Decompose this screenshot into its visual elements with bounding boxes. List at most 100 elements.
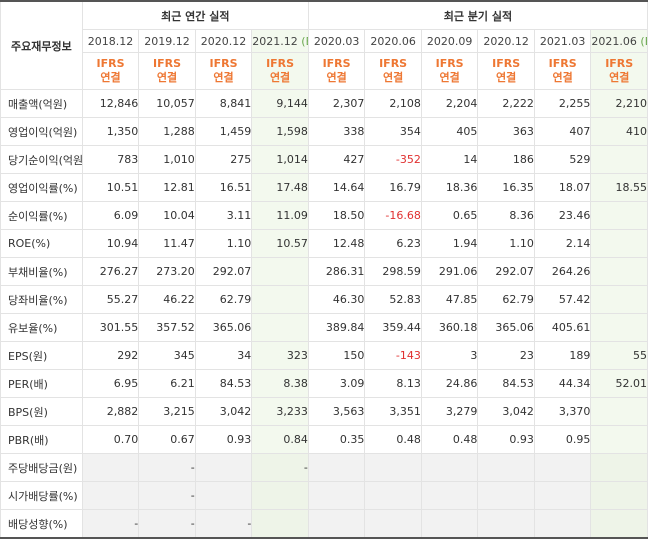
ifrs-badge: IFRS 연결 xyxy=(307,52,366,90)
value-cell: 2,108 xyxy=(364,89,422,118)
value-cell: 189 xyxy=(533,341,592,370)
value-cell: 52.01 xyxy=(590,369,648,398)
value-cell: 427 xyxy=(307,145,366,174)
quarter-group-header: 최근 분기 실적 xyxy=(307,0,648,30)
value-cell: 3,279 xyxy=(420,397,479,426)
value-cell: 3.09 xyxy=(307,369,366,398)
corner-label: 주요재무정보 xyxy=(0,0,83,90)
ifrs-label: IFRS xyxy=(605,57,634,70)
row-label: 주당배당금(원) xyxy=(0,453,83,482)
period-header: 2020.12 xyxy=(477,29,535,53)
value-cell: 1,459 xyxy=(194,117,253,146)
value-cell: 46.30 xyxy=(307,285,366,314)
value-cell: 6.09 xyxy=(81,201,140,230)
value-cell: 52.83 xyxy=(364,285,422,314)
value-cell: 12.48 xyxy=(307,229,366,258)
ifrs-badge: IFRS 연결 xyxy=(364,52,422,90)
value-cell: 84.53 xyxy=(194,369,253,398)
value-cell: - xyxy=(81,509,140,539)
value-cell xyxy=(590,509,648,539)
value-cell: 275 xyxy=(194,145,253,174)
value-cell: 55 xyxy=(590,341,648,370)
value-cell: 10.57 xyxy=(251,229,309,258)
row-label: 시가배당률(%) xyxy=(0,481,83,510)
value-cell xyxy=(590,397,648,426)
value-cell: 18.07 xyxy=(533,173,592,202)
period-header: 2018.12 xyxy=(81,29,140,53)
value-cell: 0.93 xyxy=(477,425,535,454)
row-label: 영업이익률(%) xyxy=(0,173,83,202)
estimate-mark: (E) xyxy=(301,34,307,48)
value-cell: 34 xyxy=(194,341,253,370)
value-cell: 354 xyxy=(364,117,422,146)
value-cell: 0.65 xyxy=(420,201,479,230)
value-cell: 2,222 xyxy=(477,89,535,118)
value-cell xyxy=(251,285,309,314)
value-cell: 359.44 xyxy=(364,313,422,342)
value-cell: 273.20 xyxy=(138,257,196,286)
value-cell xyxy=(194,481,253,510)
consolidated-label: 연결 xyxy=(326,71,347,84)
value-cell: 0.70 xyxy=(81,425,140,454)
value-cell: - xyxy=(138,481,196,510)
value-cell: 62.79 xyxy=(194,285,253,314)
value-cell: 0.84 xyxy=(251,425,309,454)
consolidated-label: 연결 xyxy=(552,71,573,84)
value-cell xyxy=(251,313,309,342)
value-cell: 10.51 xyxy=(81,173,140,202)
value-cell: 0.95 xyxy=(533,425,592,454)
row-label: 순이익률(%) xyxy=(0,201,83,230)
value-cell: 407 xyxy=(533,117,592,146)
value-cell: 2,204 xyxy=(420,89,479,118)
period-header: 2020.12 xyxy=(194,29,253,53)
period-label: 2021.06 xyxy=(591,34,637,48)
ifrs-badge: IFRS 연결 xyxy=(194,52,253,90)
value-cell: 23 xyxy=(477,341,535,370)
value-cell xyxy=(364,509,422,539)
row-label: 매출액(억원) xyxy=(0,89,83,118)
value-cell: 345 xyxy=(138,341,196,370)
period-header: 2021.03 xyxy=(533,29,592,53)
value-cell: -16.68 xyxy=(364,201,422,230)
value-cell xyxy=(307,509,366,539)
table-row: 영업이익(억원) 1,350 1,288 1,459 1,598 338 354 405 363… xyxy=(0,117,648,146)
value-cell: 1.94 xyxy=(420,229,479,258)
value-cell: 8.36 xyxy=(477,201,535,230)
value-cell: 23.46 xyxy=(533,201,592,230)
value-cell: 338 xyxy=(307,117,366,146)
value-cell xyxy=(590,229,648,258)
value-cell: 3,215 xyxy=(138,397,196,426)
value-cell: 292.07 xyxy=(477,257,535,286)
value-cell xyxy=(420,481,479,510)
value-cell: 10.04 xyxy=(138,201,196,230)
value-cell xyxy=(81,453,140,482)
value-cell xyxy=(364,453,422,482)
consolidated-label: 연결 xyxy=(269,71,291,84)
value-cell xyxy=(533,481,592,510)
consolidated-label: 연결 xyxy=(382,71,404,84)
value-cell: -143 xyxy=(364,341,422,370)
value-cell xyxy=(477,481,535,510)
value-cell: 0.48 xyxy=(364,425,422,454)
ifrs-label: IFRS xyxy=(96,57,125,70)
value-cell xyxy=(364,481,422,510)
value-cell: - xyxy=(138,453,196,482)
value-cell: 16.51 xyxy=(194,173,253,202)
table-row: 시가배당률(%) - xyxy=(0,481,648,510)
value-cell: 6.95 xyxy=(81,369,140,398)
value-cell: 8.13 xyxy=(364,369,422,398)
value-cell xyxy=(533,509,592,539)
period-header: 2021.12 (E) xyxy=(251,29,309,53)
ifrs-badge: IFRS 연결 xyxy=(251,52,309,90)
table-row: 부채비율(%) 276.27 273.20 292.07 286.31 298.59 291… xyxy=(0,257,648,286)
table-row: 매출액(억원) 12,846 10,057 8,841 9,144 2,307 2,108 2… xyxy=(0,89,648,118)
value-cell: 360.18 xyxy=(420,313,479,342)
value-cell: 0.67 xyxy=(138,425,196,454)
value-cell xyxy=(590,425,648,454)
value-cell xyxy=(477,509,535,539)
consolidated-label: 연결 xyxy=(156,71,178,84)
value-cell xyxy=(590,453,648,482)
row-label: 당기순이익(억원) xyxy=(0,145,83,174)
value-cell xyxy=(194,453,253,482)
